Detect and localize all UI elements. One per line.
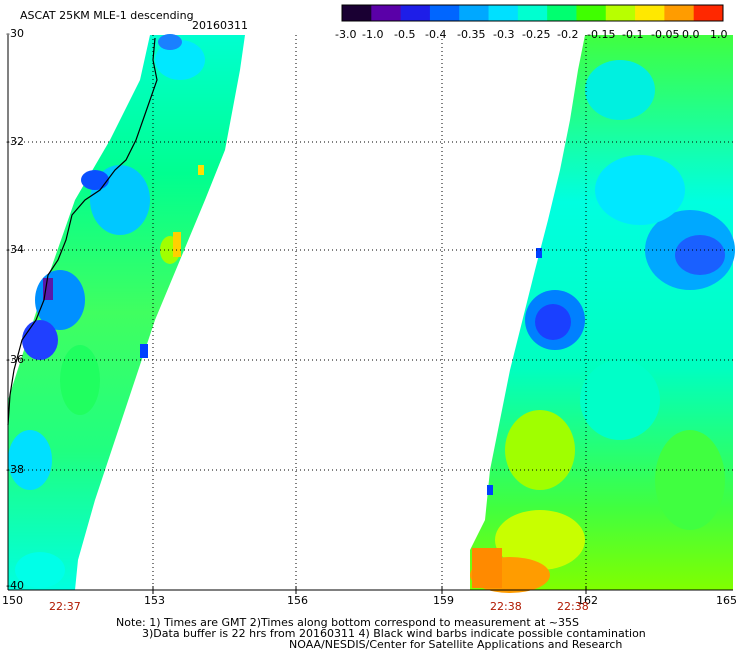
colorbar-label: -0.15 — [587, 28, 616, 41]
colorbar-segment — [517, 5, 548, 21]
map-title: ASCAT 25KM MLE-1 descending — [20, 9, 194, 22]
colorbar-label: -0.2 — [557, 28, 579, 41]
colorbar-segment — [693, 5, 724, 21]
lon-label: 153 — [144, 594, 165, 607]
colorbar-label: -0.25 — [522, 28, 551, 41]
lon-label: 159 — [433, 594, 454, 607]
colorbar — [341, 4, 724, 22]
colorbar-segment — [605, 5, 636, 21]
colorbar-segment — [342, 5, 372, 21]
lon-label: 150 — [2, 594, 23, 607]
colorbar-segment — [635, 5, 665, 21]
colorbar-label: -0.1 — [622, 28, 644, 41]
time-label: 22:37 — [49, 600, 81, 613]
colorbar-label: 0.0 — [682, 28, 700, 41]
colorbar-label: -0.3 — [493, 28, 515, 41]
time-label: 22:38 — [490, 600, 522, 613]
colorbar-segment — [400, 5, 431, 21]
footnote-line-3: NOAA/NESDIS/Center for Satellite Applica… — [289, 638, 623, 651]
lat-label: -36 — [6, 353, 24, 366]
coastline — [7, 37, 158, 426]
colorbar-label: 1.0 — [710, 28, 728, 41]
lon-label: 162 — [577, 594, 598, 607]
colorbar-segment — [459, 5, 490, 21]
time-label: 22:38 — [557, 600, 589, 613]
colorbar-border — [341, 4, 724, 22]
colorbar-label: -3.0 — [335, 28, 357, 41]
colorbar-segment — [371, 5, 402, 21]
lat-label: -32 — [6, 135, 24, 148]
colorbar-segment — [664, 5, 695, 21]
grid-lines — [8, 35, 733, 590]
lat-label: -30 — [6, 27, 24, 40]
lat-label: -38 — [6, 463, 24, 476]
lat-label: -40 — [6, 579, 24, 592]
colorbar-label: -0.35 — [457, 28, 486, 41]
right-swath — [470, 35, 735, 593]
colorbar-label: -0.5 — [394, 28, 416, 41]
colorbar-label: -0.05 — [651, 28, 680, 41]
left-swath — [8, 34, 245, 590]
colorbar-segment — [488, 5, 519, 21]
footnote-line-2: 3)Data buffer is 22 hrs from 20160311 4)… — [142, 627, 646, 640]
colorbar-label: -0.4 — [425, 28, 447, 41]
frame-ticks — [7, 35, 733, 594]
colorbar-segment — [547, 5, 577, 21]
footnote-line-1: Note: 1) Times are GMT 2)Times along bot… — [116, 616, 579, 629]
colorbar-label: -1.0 — [362, 28, 384, 41]
colorbar-segment — [576, 5, 607, 21]
lon-label: 156 — [287, 594, 308, 607]
colorbar-segment — [429, 5, 460, 21]
map-date: 20160311 — [192, 19, 248, 32]
lon-label: 165 — [716, 594, 737, 607]
lat-label: -34 — [6, 243, 24, 256]
